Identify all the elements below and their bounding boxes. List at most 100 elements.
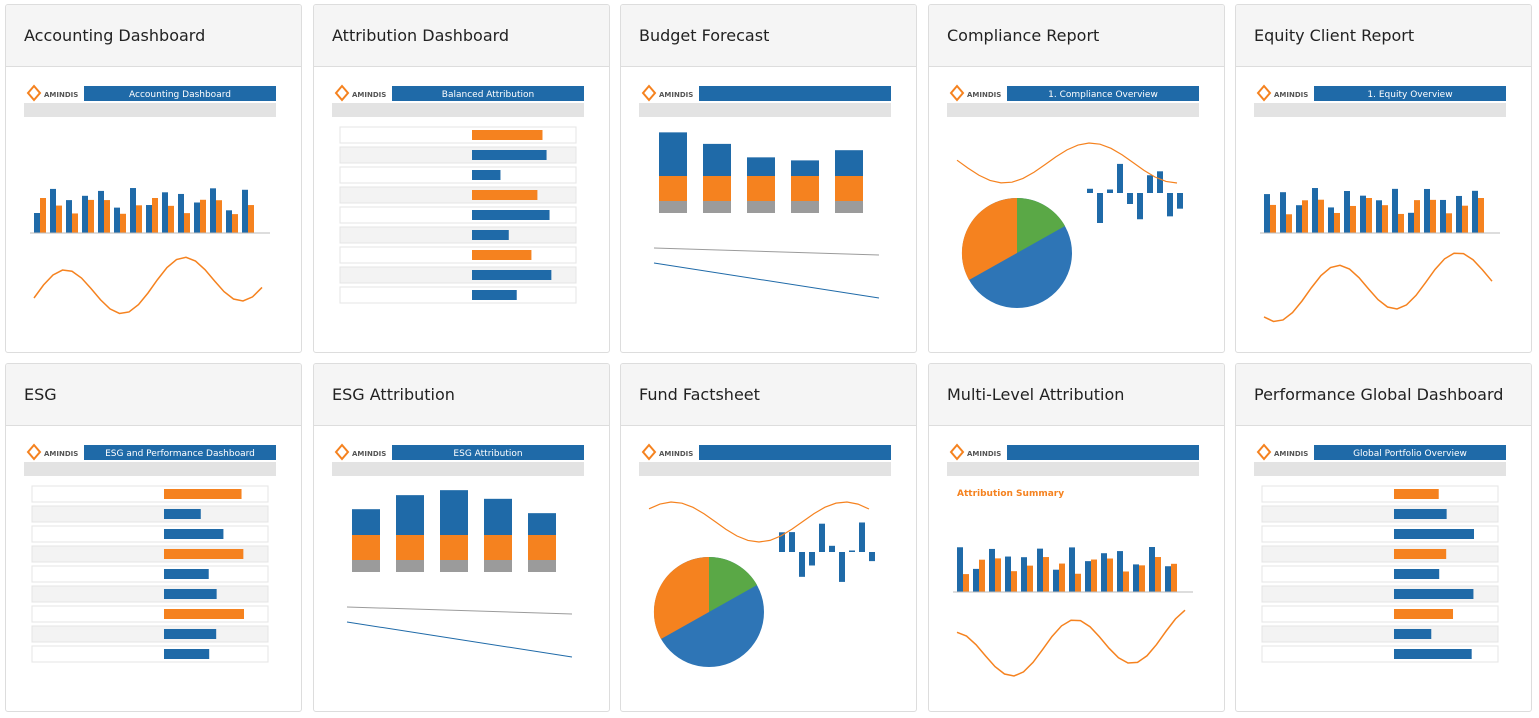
- decor-bar: [1177, 193, 1183, 209]
- decor-bar: [1117, 163, 1123, 193]
- decor-bar: [1360, 195, 1366, 233]
- decor-bar: [136, 205, 142, 233]
- decor-bar: [1394, 569, 1440, 579]
- decor-bar: [164, 629, 217, 639]
- decor-bar: [1446, 213, 1452, 233]
- card-title-text: Performance Global Dashboard: [1254, 385, 1504, 404]
- dashboard-card[interactable]: Fund Factsheet AMINDIS: [620, 363, 917, 712]
- decor-bar: [1394, 609, 1454, 619]
- decor-bar: [973, 568, 979, 592]
- decor-bar: [1270, 204, 1276, 233]
- decor-bar: [835, 176, 863, 201]
- decor-pie-slice: [1017, 197, 1065, 253]
- decor-bar: [1139, 565, 1145, 592]
- decor-bar: [164, 549, 244, 559]
- decor-bar: [50, 188, 56, 233]
- logo-text: AMINDIS: [967, 450, 1001, 458]
- logo-icon: [949, 84, 965, 102]
- decor-bar: [1394, 509, 1447, 519]
- banner: [699, 445, 891, 460]
- dashboard-card[interactable]: ESG Attribution AMINDIS ESG Attribution: [313, 363, 610, 712]
- logo-text: AMINDIS: [1274, 91, 1308, 99]
- decor-row: [339, 246, 577, 264]
- decor-bar: [1312, 188, 1318, 233]
- decor-bar: [210, 188, 216, 233]
- decor-row: [31, 585, 269, 603]
- decor-bar: [472, 290, 517, 300]
- decor-bar: [1286, 214, 1292, 233]
- dashboard-card[interactable]: Compliance Report AMINDIS 1. Compliance Ov…: [928, 4, 1225, 353]
- decor-row: [339, 286, 577, 304]
- decor-line: [653, 262, 880, 299]
- decor-bar: [1069, 547, 1075, 592]
- decor-bar: [72, 213, 78, 233]
- decor-bar: [1440, 199, 1446, 233]
- logo-icon: [641, 84, 657, 102]
- decor-bar: [1392, 188, 1398, 233]
- decor-bar: [989, 548, 995, 592]
- decor-row: [339, 166, 577, 184]
- logo-icon: [1256, 443, 1272, 461]
- section-heading: Attribution Summary: [957, 489, 1064, 499]
- card-title-text: Accounting Dashboard: [24, 26, 206, 45]
- decor-line: [346, 606, 573, 615]
- sub-header: [1254, 103, 1506, 117]
- banner-title: Balanced Attribution: [442, 90, 534, 100]
- decor-bar: [1398, 213, 1404, 233]
- decor-bar: [396, 535, 424, 560]
- decor-bar: [1366, 198, 1372, 233]
- decor-bar: [184, 213, 190, 233]
- decor-line: [956, 142, 1178, 184]
- card-title-text: Compliance Report: [947, 26, 1100, 45]
- thumbnail: AMINDIS 1. Equity Overview: [1254, 84, 1506, 323]
- decor-bar: [1478, 198, 1484, 233]
- banner-title: 1. Compliance Overview: [1048, 90, 1158, 100]
- card-title-text: Multi-Level Attribution: [947, 385, 1125, 404]
- thumbnail: AMINDIS ESG Attribution: [332, 443, 584, 658]
- dashboard-card[interactable]: Budget Forecast AMINDIS: [620, 4, 917, 353]
- decor-row: [1261, 625, 1499, 643]
- banner: [699, 86, 891, 101]
- decor-bar: [1394, 549, 1447, 559]
- decor-bar: [703, 143, 731, 176]
- card-title-text: ESG: [24, 385, 57, 404]
- decor-bar: [1302, 200, 1308, 233]
- decor-row: [31, 625, 269, 643]
- dashboard-card[interactable]: Attribution Dashboard AMINDIS Balanced Att…: [313, 4, 610, 353]
- thumbnail: AMINDIS ESG and Performance Dashboard: [24, 443, 276, 663]
- decor-bar: [120, 213, 126, 233]
- decor-bar: [1037, 548, 1043, 592]
- decor-bar: [114, 207, 120, 233]
- logo-text: AMINDIS: [659, 450, 693, 458]
- decor-bar: [164, 509, 201, 519]
- decor-bar: [1087, 188, 1093, 193]
- card-title: Attribution Dashboard: [314, 5, 609, 67]
- logo-text: AMINDIS: [352, 91, 386, 99]
- thumbnail: AMINDIS: [639, 84, 891, 299]
- decor-bar: [472, 150, 547, 160]
- decor-bar: [1147, 175, 1153, 193]
- logo-icon: [1256, 84, 1272, 102]
- decor-bar: [957, 547, 963, 592]
- decor-line: [653, 247, 880, 256]
- dashboard-card[interactable]: Accounting Dashboard AMINDIS Accounting Da…: [5, 4, 302, 353]
- thumbnail: AMINDIS: [639, 443, 891, 667]
- decor-bar: [1011, 571, 1017, 592]
- logo-text: AMINDIS: [352, 450, 386, 458]
- decor-bar: [1472, 190, 1478, 233]
- card-title: Performance Global Dashboard: [1236, 364, 1531, 426]
- dashboard-card[interactable]: Performance Global Dashboard AMINDIS Globa…: [1235, 363, 1532, 712]
- decor-row: [1261, 505, 1499, 523]
- decor-row: [339, 226, 577, 244]
- decor-bar: [352, 535, 380, 560]
- decor-row: [1261, 545, 1499, 563]
- decor-bar: [791, 160, 819, 176]
- decor-bar: [352, 560, 380, 572]
- decor-bar: [747, 201, 775, 213]
- decor-bar: [1334, 212, 1340, 233]
- decor-bar: [659, 201, 687, 213]
- decor-bar: [1328, 207, 1334, 233]
- dashboard-card[interactable]: ESG AMINDIS ESG and Performance Dashboard: [5, 363, 302, 712]
- dashboard-card[interactable]: Equity Client Report AMINDIS 1. Equity Ove…: [1235, 4, 1532, 353]
- dashboard-card[interactable]: Multi-Level Attribution AMINDIS Attributio…: [928, 363, 1225, 712]
